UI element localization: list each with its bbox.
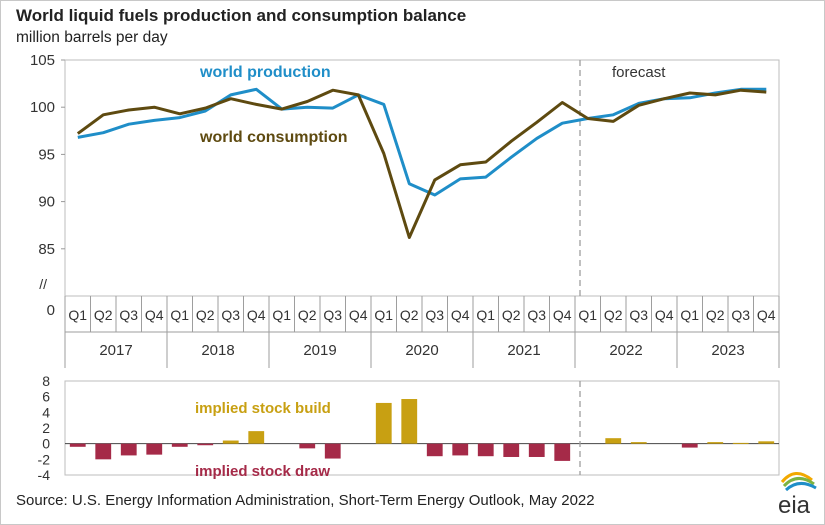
bar-y-tick-label: 0 xyxy=(42,436,50,452)
year-label: 2017 xyxy=(99,342,132,359)
x-tick-label: Q3 xyxy=(119,307,138,323)
year-label: 2020 xyxy=(405,342,438,359)
x-tick-label: Q4 xyxy=(553,307,572,323)
x-tick-label: Q1 xyxy=(68,307,87,323)
x-tick-label: Q1 xyxy=(476,307,495,323)
y-tick-label: 0 xyxy=(47,302,55,319)
x-tick-label: Q3 xyxy=(323,307,342,323)
x-tick-label: Q3 xyxy=(629,307,648,323)
series-line-1 xyxy=(76,88,767,239)
bar-y-tick-label: -4 xyxy=(38,467,51,483)
bar-stock-draw xyxy=(324,443,341,459)
bar-plot-area xyxy=(64,380,780,476)
x-tick-label: Q4 xyxy=(451,307,470,323)
x-tick-label: Q2 xyxy=(94,307,113,323)
bar-y-tick-label: 4 xyxy=(42,404,50,420)
x-tick-label: Q4 xyxy=(349,307,368,323)
y-tick-label: 105 xyxy=(30,52,55,69)
x-tick-label: Q4 xyxy=(757,307,776,323)
bar-stock-draw xyxy=(197,443,214,446)
series-label-consumption: world consumption xyxy=(199,129,348,146)
x-tick-label: Q2 xyxy=(400,307,419,323)
x-tick-label: Q4 xyxy=(145,307,164,323)
x-tick-label: Q2 xyxy=(298,307,317,323)
bar-stock-build xyxy=(630,442,647,444)
axis-break-marker: // xyxy=(39,276,47,292)
x-tick-label: Q2 xyxy=(196,307,215,323)
year-label: 2023 xyxy=(711,342,744,359)
x-tick-label: Q2 xyxy=(502,307,521,323)
forecast-label: forecast xyxy=(612,64,666,81)
bar-stock-draw xyxy=(69,443,86,447)
build-label: implied stock build xyxy=(195,400,331,417)
bar-y-tick-label: 8 xyxy=(42,373,50,389)
x-tick-label: Q1 xyxy=(272,307,291,323)
x-tick-label: Q3 xyxy=(527,307,546,323)
eia-logo-text: eia xyxy=(778,492,811,519)
year-label: 2018 xyxy=(201,342,234,359)
bar-stock-draw xyxy=(452,443,469,456)
y-tick-label: 95 xyxy=(38,146,55,163)
x-tick-label: Q1 xyxy=(680,307,699,323)
chart-title: World liquid fuels production and consum… xyxy=(16,6,467,25)
x-tick-label: Q1 xyxy=(170,307,189,323)
plot-area xyxy=(64,59,780,297)
bar-stock-draw xyxy=(503,443,520,457)
eia-logo: eia xyxy=(778,472,817,519)
x-tick-label: Q4 xyxy=(247,307,266,323)
bar-y-tick-label: 2 xyxy=(42,420,50,436)
year-label: 2022 xyxy=(609,342,642,359)
bar-stock-draw xyxy=(554,443,571,461)
y-tick-label: 90 xyxy=(38,194,55,211)
x-tick-label: Q2 xyxy=(706,307,725,323)
bar-y-tick-label: 6 xyxy=(42,389,50,405)
year-label: 2021 xyxy=(507,342,540,359)
bar-stock-build xyxy=(401,399,418,444)
x-tick-label: Q3 xyxy=(221,307,240,323)
bar-stock-build xyxy=(758,441,775,444)
bar-stock-draw xyxy=(528,443,545,457)
x-tick-label: Q2 xyxy=(604,307,623,323)
x-tick-label: Q1 xyxy=(374,307,393,323)
x-tick-label: Q1 xyxy=(578,307,597,323)
bar-stock-build xyxy=(605,438,622,444)
y-tick-label: 85 xyxy=(38,241,55,258)
x-tick-label: Q4 xyxy=(655,307,674,323)
year-label: 2019 xyxy=(303,342,336,359)
source-note: Source: U.S. Energy Information Administ… xyxy=(16,492,595,509)
bar-stock-draw xyxy=(171,443,188,447)
bar-stock-draw xyxy=(146,443,163,455)
bar-stock-build xyxy=(248,431,265,444)
bar-stock-draw xyxy=(477,443,494,457)
y-tick-label: 100 xyxy=(30,99,55,116)
bar-stock-draw xyxy=(120,443,137,456)
series-line-0 xyxy=(77,87,767,197)
bar-stock-build xyxy=(707,442,724,444)
bar-y-tick-label: -2 xyxy=(38,451,51,467)
bar-stock-draw xyxy=(681,443,698,448)
x-tick-label: Q3 xyxy=(425,307,444,323)
x-tick-label: Q3 xyxy=(731,307,750,323)
chart-subtitle: million barrels per day xyxy=(16,29,168,46)
bar-stock-build xyxy=(732,442,749,444)
bar-stock-build xyxy=(375,402,392,444)
bar-stock-draw xyxy=(299,443,316,449)
series-label-production: world production xyxy=(199,64,331,81)
bar-stock-build xyxy=(222,440,239,444)
draw-label: implied stock draw xyxy=(195,463,330,480)
bar-stock-draw xyxy=(95,443,112,460)
bar-stock-draw xyxy=(426,443,443,457)
